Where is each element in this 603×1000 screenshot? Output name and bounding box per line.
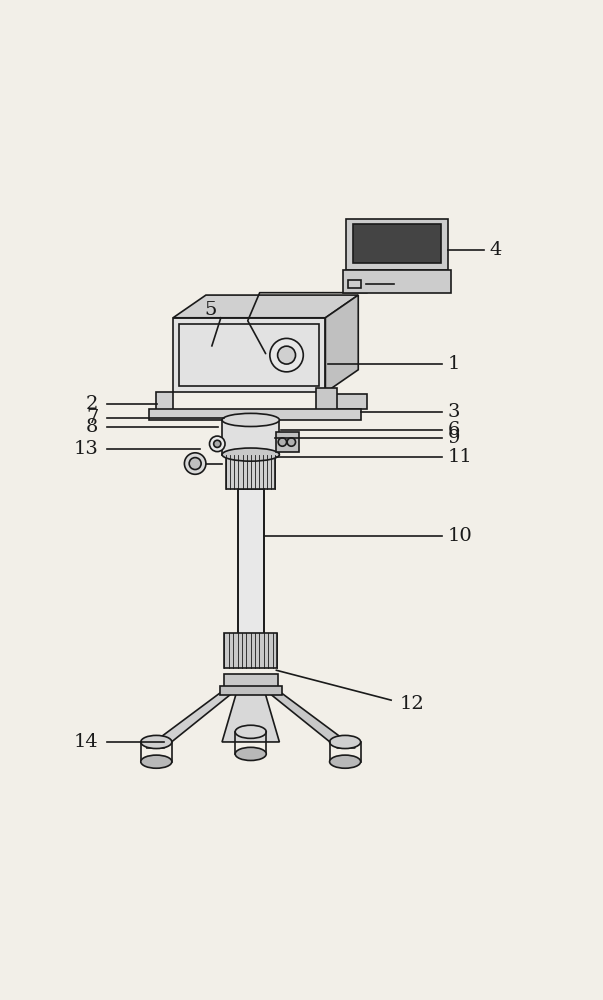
Bar xyxy=(343,270,451,293)
Ellipse shape xyxy=(235,747,267,760)
Bar xyxy=(219,686,282,695)
Text: 12: 12 xyxy=(400,695,425,713)
Text: 13: 13 xyxy=(74,440,98,458)
Bar xyxy=(353,224,441,263)
Text: 1: 1 xyxy=(448,355,460,373)
Circle shape xyxy=(185,453,206,474)
Circle shape xyxy=(287,438,295,446)
Bar xyxy=(238,489,264,658)
Circle shape xyxy=(270,338,303,372)
Text: 6: 6 xyxy=(448,421,460,439)
Ellipse shape xyxy=(222,448,279,461)
Circle shape xyxy=(278,438,286,446)
Text: 3: 3 xyxy=(448,403,460,421)
Polygon shape xyxy=(326,295,358,392)
Polygon shape xyxy=(222,689,279,742)
Text: 9: 9 xyxy=(448,429,460,447)
Polygon shape xyxy=(264,689,355,748)
Circle shape xyxy=(277,346,295,364)
Bar xyxy=(317,388,337,418)
Circle shape xyxy=(213,440,221,447)
Bar xyxy=(179,324,320,386)
Text: 10: 10 xyxy=(448,527,473,545)
Text: 14: 14 xyxy=(74,733,98,751)
Bar xyxy=(346,219,448,270)
Text: 8: 8 xyxy=(86,418,98,436)
Bar xyxy=(222,420,279,455)
Text: 5: 5 xyxy=(204,301,217,319)
Text: 4: 4 xyxy=(490,241,502,259)
Bar xyxy=(276,432,299,452)
Circle shape xyxy=(209,436,225,452)
Bar xyxy=(156,392,173,412)
Ellipse shape xyxy=(330,755,361,768)
Text: 7: 7 xyxy=(86,409,98,427)
Text: 2: 2 xyxy=(86,395,98,413)
Polygon shape xyxy=(173,295,358,318)
Bar xyxy=(224,674,277,689)
Bar xyxy=(326,394,367,409)
Bar xyxy=(226,455,275,489)
Bar xyxy=(149,409,361,420)
Bar xyxy=(173,318,326,392)
Ellipse shape xyxy=(235,725,267,738)
Bar xyxy=(224,633,277,668)
Circle shape xyxy=(189,458,201,470)
Polygon shape xyxy=(146,689,238,748)
Ellipse shape xyxy=(140,755,172,768)
Text: 11: 11 xyxy=(448,448,473,466)
Ellipse shape xyxy=(222,413,279,427)
Ellipse shape xyxy=(140,735,172,749)
Bar xyxy=(348,280,361,288)
Ellipse shape xyxy=(330,735,361,749)
